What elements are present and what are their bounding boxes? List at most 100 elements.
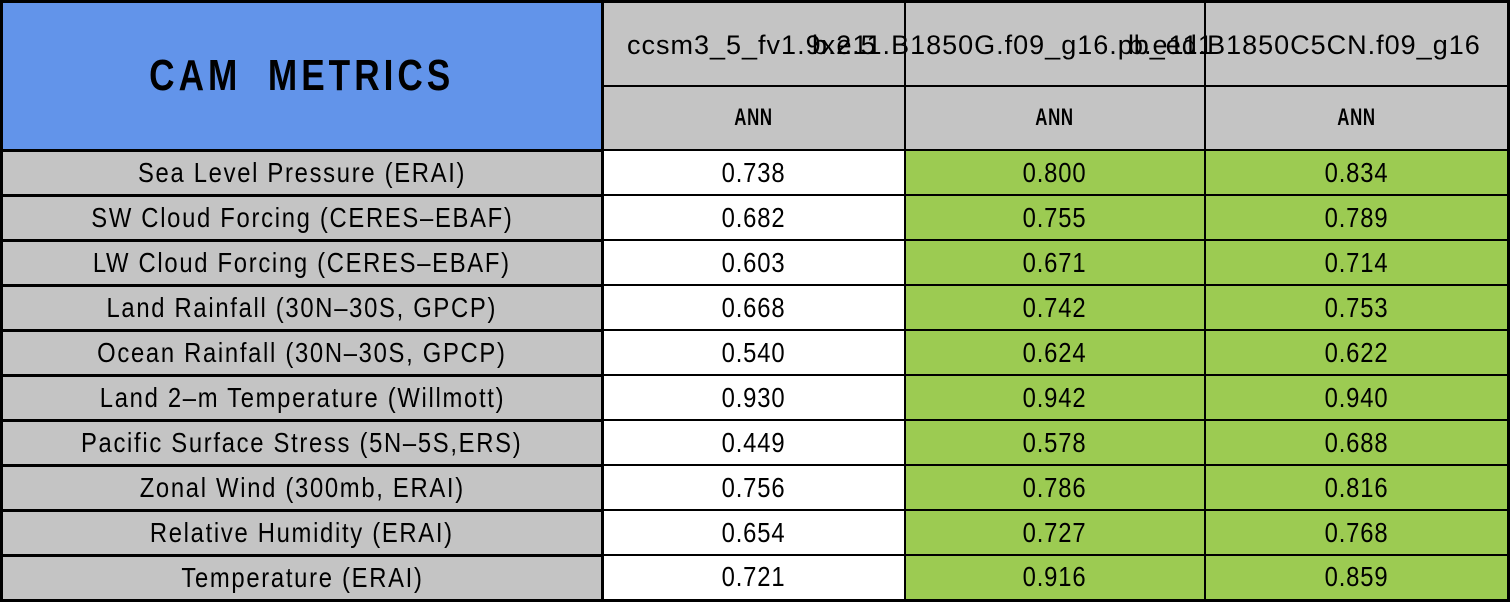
table-row: Ocean Rainfall (30N–30S, GPCP) 0.540 0.6… (0, 328, 1510, 377)
metric-value-cell: 0.916 (903, 554, 1206, 601)
metric-value: 0.714 (1324, 246, 1389, 278)
metric-value-cell: 0.449 (601, 419, 906, 466)
metric-value-cell: 0.622 (1203, 329, 1510, 376)
metric-label-cell: SW Cloud Forcing (CERES–EBAF) (0, 193, 604, 242)
metric-value: 0.654 (721, 516, 786, 548)
metric-value: 0.942 (1022, 381, 1087, 413)
metric-value: 0.688 (1324, 426, 1389, 458)
table-row: LW Cloud Forcing (CERES–EBAF) 0.603 0.67… (0, 238, 1510, 287)
metric-value-cell: 0.603 (601, 239, 906, 286)
table-title: CAM METRICS (149, 50, 455, 100)
table-title-cell: CAM METRICS (0, 0, 604, 152)
metric-value: 0.834 (1324, 156, 1389, 188)
metric-value: 0.671 (1022, 246, 1087, 278)
metric-label-cell: Temperature (ERAI) (0, 553, 604, 602)
metric-value-cell: 0.578 (903, 419, 1206, 466)
table-row: Pacific Surface Stress (5N–5S,ERS) 0.449… (0, 418, 1510, 467)
metric-value: 0.916 (1022, 561, 1087, 593)
metric-value-cell: 0.654 (601, 509, 906, 556)
table-row: Zonal Wind (300mb, ERAI) 0.756 0.786 0.8… (0, 463, 1510, 512)
metric-label: SW Cloud Forcing (CERES–EBAF) (90, 201, 514, 233)
metric-value-cell: 0.682 (601, 194, 906, 241)
metric-value: 0.816 (1324, 471, 1389, 503)
metric-value-cell: 0.756 (601, 464, 906, 511)
metric-value: 0.768 (1324, 516, 1389, 548)
season-label: ANN (1035, 104, 1074, 131)
metric-value-cell: 0.768 (1203, 509, 1510, 556)
metric-value: 0.727 (1022, 516, 1087, 548)
metric-value-cell: 0.727 (903, 509, 1206, 556)
metric-label-cell: Relative Humidity (ERAI) (0, 508, 604, 557)
metric-value: 0.800 (1022, 156, 1087, 188)
metric-value-cell: 0.755 (903, 194, 1206, 241)
metric-value: 0.859 (1324, 561, 1389, 593)
metric-value-cell: 0.753 (1203, 284, 1510, 331)
metric-value: 0.721 (721, 561, 786, 593)
table-row: Sea Level Pressure (ERAI) 0.738 0.800 0.… (0, 148, 1510, 197)
table-row: Temperature (ERAI) 0.721 0.916 0.859 (0, 553, 1510, 602)
metric-label-cell: LW Cloud Forcing (CERES–EBAF) (0, 238, 604, 287)
metric-label-cell: Pacific Surface Stress (5N–5S,ERS) (0, 418, 604, 467)
metric-value: 0.668 (721, 291, 786, 323)
metric-value: 0.930 (721, 381, 786, 413)
metric-label: Temperature (ERAI) (180, 561, 424, 593)
metric-label: Pacific Surface Stress (5N–5S,ERS) (81, 426, 523, 458)
metric-value: 0.540 (721, 336, 786, 368)
metric-value-cell: 0.834 (1203, 149, 1510, 196)
metric-value-cell: 0.942 (903, 374, 1206, 421)
metric-value-cell: 0.714 (1203, 239, 1510, 286)
table-row: Land Rainfall (30N–30S, GPCP) 0.668 0.74… (0, 283, 1510, 332)
metric-value-cell: 0.816 (1203, 464, 1510, 511)
metric-label-cell: Zonal Wind (300mb, ERAI) (0, 463, 604, 512)
metric-label-cell: Sea Level Pressure (ERAI) (0, 148, 604, 197)
metric-value: 0.603 (721, 246, 786, 278)
season-header-2: ANN (903, 85, 1206, 151)
season-label: ANN (734, 104, 773, 131)
metric-value: 0.755 (1022, 201, 1087, 233)
season-header-row: ANN ANN ANN (2, 85, 1510, 151)
metric-value: 0.622 (1324, 336, 1389, 368)
metric-value-cell: 0.688 (1203, 419, 1510, 466)
metric-value-cell: 0.671 (903, 239, 1206, 286)
metric-value-cell: 0.859 (1203, 554, 1510, 601)
model-header-cell-3 (1203, 0, 1510, 87)
metric-value: 0.786 (1022, 471, 1087, 503)
metric-value-cell: 0.930 (601, 374, 906, 421)
model-header-cell-2 (903, 0, 1206, 87)
metric-label: LW Cloud Forcing (CERES–EBAF) (93, 246, 511, 278)
metric-value-cell: 0.789 (1203, 194, 1510, 241)
metric-value: 0.578 (1022, 426, 1087, 458)
metric-value-cell: 0.540 (601, 329, 906, 376)
season-header-3: ANN (1203, 85, 1510, 151)
model-header-cell-1 (601, 0, 906, 87)
metric-value: 0.449 (721, 426, 786, 458)
metric-value-cell: 0.742 (903, 284, 1206, 331)
metric-value-cell: 0.624 (903, 329, 1206, 376)
metric-value-cell: 0.940 (1203, 374, 1510, 421)
model-header-row: CAM METRICS (0, 0, 1510, 152)
table-row: Land 2–m Temperature (Willmott) 0.930 0.… (0, 373, 1510, 422)
season-label: ANN (1337, 104, 1376, 131)
metric-label-cell: Land Rainfall (30N–30S, GPCP) (0, 283, 604, 332)
metric-value-cell: 0.786 (903, 464, 1206, 511)
metric-label: Land Rainfall (30N–30S, GPCP) (106, 291, 498, 323)
metric-label: Sea Level Pressure (ERAI) (137, 156, 467, 188)
metric-label: Ocean Rainfall (30N–30S, GPCP) (97, 336, 507, 368)
table-row: Relative Humidity (ERAI) 0.654 0.727 0.7… (0, 508, 1510, 557)
metric-value: 0.940 (1324, 381, 1389, 413)
metric-value-cell: 0.721 (601, 554, 906, 601)
metric-label: Zonal Wind (300mb, ERAI) (139, 471, 465, 503)
season-header-1: ANN (601, 85, 906, 151)
metric-label: Land 2–m Temperature (Willmott) (99, 381, 505, 413)
metric-value: 0.624 (1022, 336, 1087, 368)
metric-label: Relative Humidity (ERAI) (149, 516, 454, 548)
metric-value: 0.753 (1324, 291, 1389, 323)
metric-value-cell: 0.800 (903, 149, 1206, 196)
table-row: SW Cloud Forcing (CERES–EBAF) 0.682 0.75… (0, 193, 1510, 242)
metric-value: 0.742 (1022, 291, 1087, 323)
metric-label-cell: Ocean Rainfall (30N–30S, GPCP) (0, 328, 604, 377)
metric-value: 0.756 (721, 471, 786, 503)
metric-value-cell: 0.738 (601, 149, 906, 196)
metric-label-cell: Land 2–m Temperature (Willmott) (0, 373, 604, 422)
